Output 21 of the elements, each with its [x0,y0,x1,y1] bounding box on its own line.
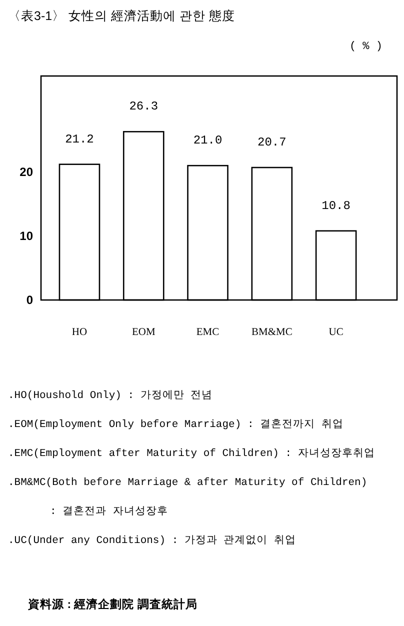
x-tick-label: HO [72,327,88,338]
text: .HO(Houshold Only) : 가정에만 전념 [8,389,213,402]
data-label: 21.2 [65,132,94,146]
x-tick-label: BM&MC [251,327,292,338]
chart-title: 〈表3-1〉 女性의 經濟活動에 관한 態度 [8,8,235,23]
y-axis-title: ( % ) [349,41,383,53]
data-label: 20.7 [258,136,286,150]
x-tick-label: EMC [196,327,220,338]
data-label: 21.0 [193,134,222,148]
text: 資料源 : 經濟企劃院 調査統計局 [27,597,198,611]
y-tick-label: 0 [26,293,34,307]
text: .EOM(Employment Only before Marriage) : 결혼전까지 취업 [8,418,344,431]
y-tick-label: 20 [20,165,34,179]
x-tick-label: EOM [132,327,156,338]
text: .BM&MC(Both before Marriage & after Maturity of Children) : 결혼전과 자녀성장후 [8,477,368,518]
data-label: 26.3 [129,100,158,114]
x-tick-label: UC [328,327,344,338]
data-label: 10.8 [322,198,350,213]
text: .UC(Under any Conditions) : 가정과 관계없이 취업 [8,534,296,547]
y-tick-label: 10 [20,229,34,243]
text: .EMC(Employment after Maturity of Children) : 자녀성장후취업 [8,447,375,460]
